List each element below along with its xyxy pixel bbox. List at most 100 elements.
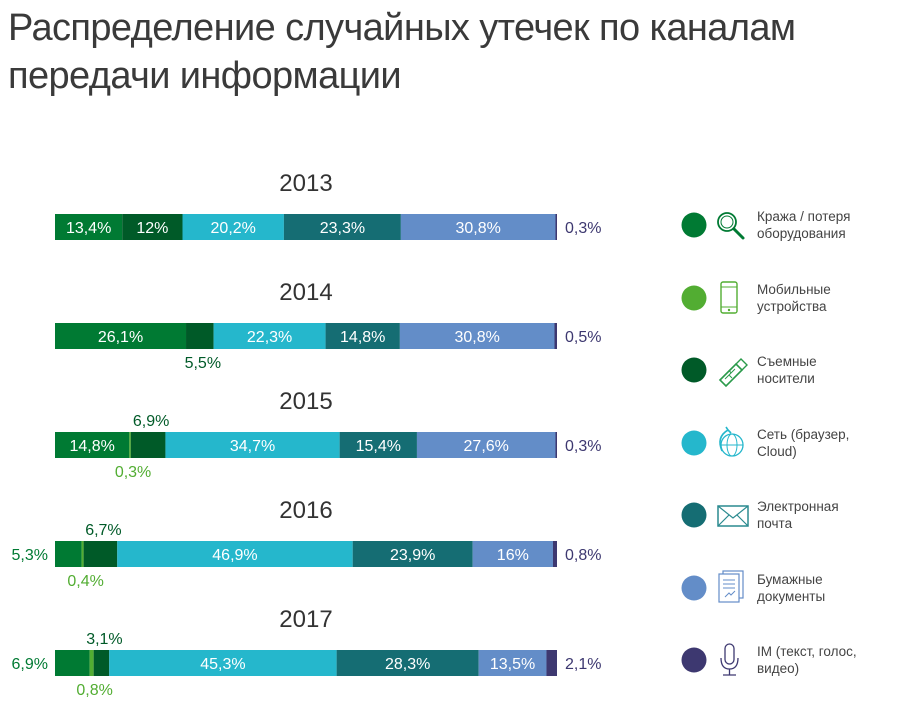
legend-label: устройства [757, 299, 827, 314]
bar-segment [130, 432, 166, 458]
legend-item: Кража / потеря оборудования [681, 209, 850, 241]
magnifier-icon [717, 212, 745, 240]
data-label: 45,3% [200, 656, 245, 673]
data-label: 5,3% [12, 547, 48, 564]
bar-segment [165, 432, 340, 458]
legend-item: Бумажные документы [681, 570, 825, 604]
data-label: 0,3% [565, 438, 601, 455]
data-label: 20,2% [211, 220, 256, 237]
document-icon [718, 570, 744, 603]
data-label: 30,8% [455, 220, 500, 237]
bar-segment [325, 323, 400, 349]
data-label: 14,8% [340, 329, 385, 346]
bar-segment [89, 650, 94, 676]
legend-item: Съемные носители [681, 354, 817, 388]
smartphone-icon [720, 281, 738, 314]
bar-segment [182, 214, 284, 240]
chart-title: Распределение случайных утечек по канала… [8, 7, 796, 97]
bar-segment [336, 650, 479, 676]
bar-segment [129, 432, 131, 458]
bar-segment [117, 541, 353, 567]
legend-item: Сеть (браузер, Cloud) [681, 426, 849, 459]
bar-segment [352, 541, 473, 567]
bar-segment [122, 214, 183, 240]
bar-segment [83, 541, 118, 567]
bar-segment [399, 323, 555, 349]
bar-segment [186, 323, 214, 349]
legend-item: Электронная почта [681, 499, 839, 531]
data-label: 16% [497, 547, 529, 564]
data-label: 15,4% [356, 438, 401, 455]
legend-swatch [681, 575, 707, 601]
year-label: 2017 [279, 606, 332, 633]
legend-swatch [681, 212, 707, 238]
legend-swatch [681, 285, 707, 311]
data-label: 0,8% [76, 682, 112, 699]
legend-label: Мобильные [757, 282, 831, 297]
legend-item: Мобильные устройства [681, 281, 831, 314]
data-label: 13,5% [490, 656, 535, 673]
bar-segment [55, 650, 90, 676]
data-label: 3,1% [86, 631, 122, 648]
data-label: 28,3% [385, 656, 430, 673]
data-label: 34,7% [230, 438, 275, 455]
data-label: 6,9% [12, 656, 48, 673]
bar-segment [55, 214, 123, 240]
microphone-icon [720, 643, 739, 676]
legend-label: документы [757, 589, 825, 604]
bar-segment [552, 541, 557, 567]
bar-segment [555, 214, 557, 240]
legend-label: Сеть (браузер, [757, 427, 849, 442]
data-label: 23,3% [320, 220, 365, 237]
legend-label: видео) [757, 661, 799, 676]
year-label: 2016 [279, 497, 332, 524]
bar-segment [55, 323, 187, 349]
bar-segment [81, 541, 84, 567]
legend-swatch [681, 430, 707, 456]
legend-item: IM (текст, голос, видео) [681, 643, 857, 676]
data-label: 14,8% [69, 438, 114, 455]
bar-segment [339, 432, 417, 458]
data-label: 0,3% [565, 220, 601, 237]
data-label: 5,5% [185, 355, 221, 372]
legend-label: Кража / потеря [757, 209, 850, 224]
legend-label: Бумажные [757, 572, 823, 587]
bar-segment [546, 650, 557, 676]
data-label: 0,8% [565, 547, 601, 564]
legend-swatch [681, 502, 707, 528]
bar-segment [213, 323, 326, 349]
bar-segment [55, 432, 130, 458]
bar-segment [400, 214, 556, 240]
envelope-icon [717, 505, 749, 527]
bar-segment [109, 650, 337, 676]
data-label: 12% [136, 220, 168, 237]
bar-segment [472, 541, 553, 567]
data-label: 0,4% [67, 573, 103, 590]
data-label: 27,6% [464, 438, 509, 455]
bar-segment [478, 650, 547, 676]
data-label: 23,9% [390, 547, 435, 564]
legend-label: IM (текст, голос, [757, 644, 857, 659]
bar-segment [283, 214, 401, 240]
legend-label: носители [757, 371, 815, 386]
bar-segment [55, 541, 82, 567]
legend-label: оборудования [757, 226, 846, 241]
legend-swatch [681, 647, 707, 673]
data-label: 6,9% [133, 413, 169, 430]
data-label: 13,4% [66, 220, 111, 237]
bar-segment [555, 432, 557, 458]
legend-swatch [681, 357, 707, 383]
bar-segment [554, 323, 557, 349]
legend-label: почта [757, 516, 793, 531]
data-label: 0,3% [115, 464, 151, 481]
data-label: 46,9% [212, 547, 257, 564]
data-label: 2,1% [565, 656, 601, 673]
data-label: 6,7% [85, 522, 121, 539]
year-label: 2015 [279, 388, 332, 415]
legend-label: Cloud) [757, 444, 797, 459]
data-label: 22,3% [247, 329, 292, 346]
globe-icon [719, 426, 744, 457]
year-label: 2014 [279, 279, 332, 306]
data-label: 0,5% [565, 329, 601, 346]
